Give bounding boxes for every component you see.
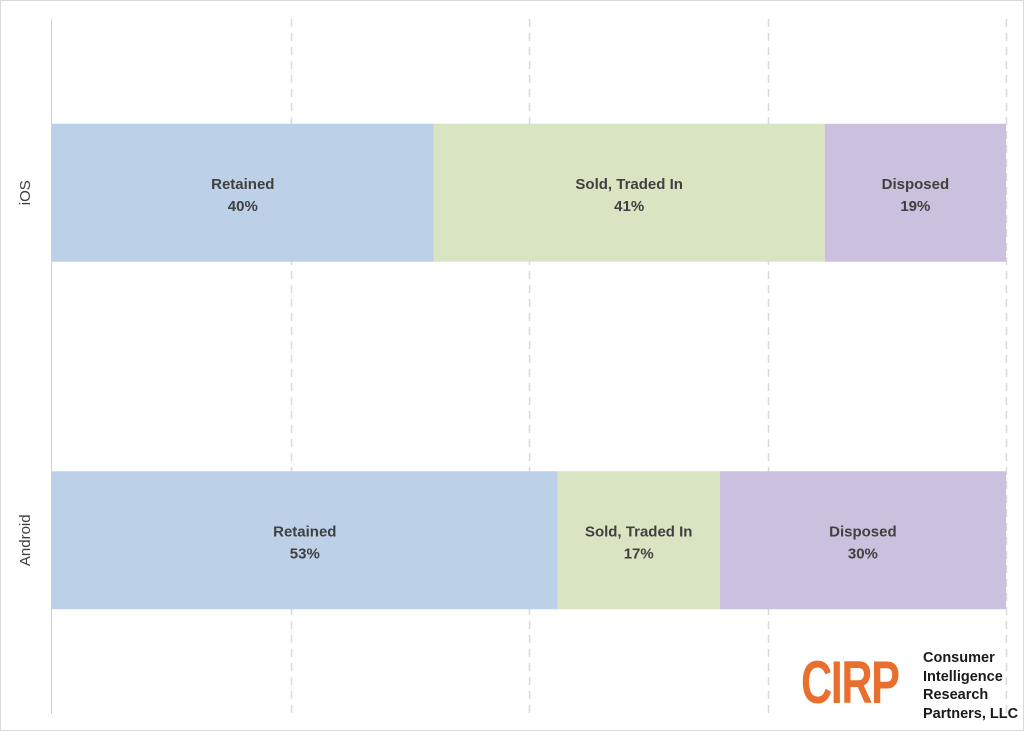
data-label-value: 41% xyxy=(614,198,644,215)
data-label-name: Disposed xyxy=(882,176,950,193)
bar-android-1 xyxy=(557,471,720,610)
bar-android-2 xyxy=(719,471,1006,610)
data-label-name: Retained xyxy=(211,176,274,193)
logo-name-line-3: Research xyxy=(923,687,989,703)
logo-name-line-1: Consumer xyxy=(923,650,995,666)
data-label-value: 17% xyxy=(624,545,654,562)
category-label: Android xyxy=(17,514,34,566)
bar-android-0 xyxy=(52,471,558,610)
category-label: iOS xyxy=(17,180,34,205)
data-label-name: Disposed xyxy=(829,523,897,540)
data-label-value: 40% xyxy=(228,198,258,215)
data-label-name: Retained xyxy=(273,523,336,540)
bar-ios-2 xyxy=(824,123,1006,262)
data-label-value: 53% xyxy=(290,545,320,562)
logo-name-line-2: Intelligence xyxy=(923,668,1003,685)
logo-name-line-4: Partners, LLC xyxy=(923,705,1019,722)
data-label-name: Sold, Traded In xyxy=(585,523,693,540)
logo-mark: CIRP xyxy=(801,649,900,716)
data-label-value: 30% xyxy=(848,545,878,562)
logo-company-name: Consumer Intelligence Research Partners,… xyxy=(923,649,1018,723)
bar-ios-0 xyxy=(52,123,434,262)
cirp-logo: CIRP Consumer Intelligence Research Part… xyxy=(801,647,1023,723)
data-label-value: 19% xyxy=(900,198,930,215)
bar-ios-1 xyxy=(433,123,825,262)
data-label-name: Sold, Traded In xyxy=(575,176,683,193)
